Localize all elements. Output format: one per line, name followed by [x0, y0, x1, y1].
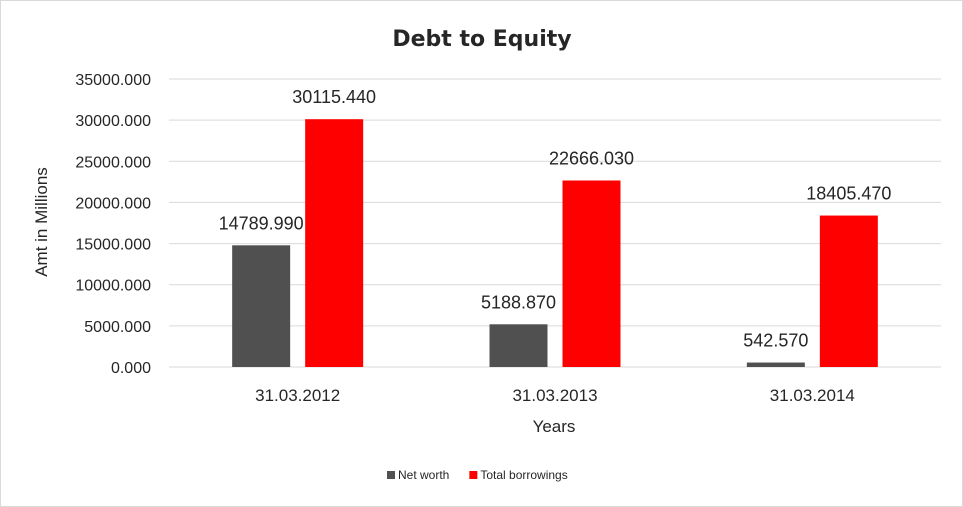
y-tick-label: 25000.000: [75, 154, 151, 171]
y-axis-ticks: 0.000 5000.000 10000.000 15000.000 20000.000…: [75, 72, 151, 377]
bar-net-worth: [489, 324, 548, 367]
x-axis-ticks: 31.03.2012 31.03.2013 31.03.2014: [255, 386, 855, 405]
y-tick-label: 35000.000: [75, 72, 151, 89]
data-label: 542.570: [743, 331, 808, 351]
y-tick-label: 20000.000: [75, 195, 151, 212]
x-tick-label: 31.03.2014: [770, 386, 855, 405]
bar-total-borrowings: [305, 119, 364, 367]
bar-net-worth: [232, 245, 291, 367]
y-axis-label: Amt in Millions: [32, 167, 51, 277]
y-tick-label: 0.000: [111, 360, 151, 377]
legend-label: Net worth: [398, 468, 449, 482]
legend-swatch: [469, 471, 478, 479]
data-label: 22666.030: [549, 148, 634, 168]
x-axis-label: Years: [533, 417, 576, 436]
bar-net-worth: [746, 362, 805, 367]
y-tick-label: 5000.000: [84, 319, 151, 336]
legend-label: Total borrowings: [480, 468, 567, 482]
bars: [232, 119, 878, 367]
x-tick-label: 31.03.2013: [512, 386, 597, 405]
bar-total-borrowings: [819, 215, 878, 367]
y-tick-label: 15000.000: [75, 237, 151, 254]
data-label: 5188.870: [481, 292, 556, 312]
data-label: 30115.440: [292, 87, 376, 107]
legend-swatch: [387, 471, 395, 479]
data-labels: 14789.990 30115.440 5188.870 22666.030 542.5…: [219, 87, 892, 350]
y-tick-label: 10000.000: [75, 278, 151, 295]
legend: Net worth Total borrowings: [387, 468, 568, 482]
y-tick-label: 30000.000: [75, 113, 151, 130]
data-label: 14789.990: [219, 213, 304, 233]
bar-total-borrowings: [562, 180, 621, 367]
x-tick-label: 31.03.2012: [255, 386, 340, 405]
chart-title: Debt to Equity: [392, 27, 571, 52]
data-label: 18405.470: [806, 184, 891, 204]
gridlines: [169, 78, 941, 368]
